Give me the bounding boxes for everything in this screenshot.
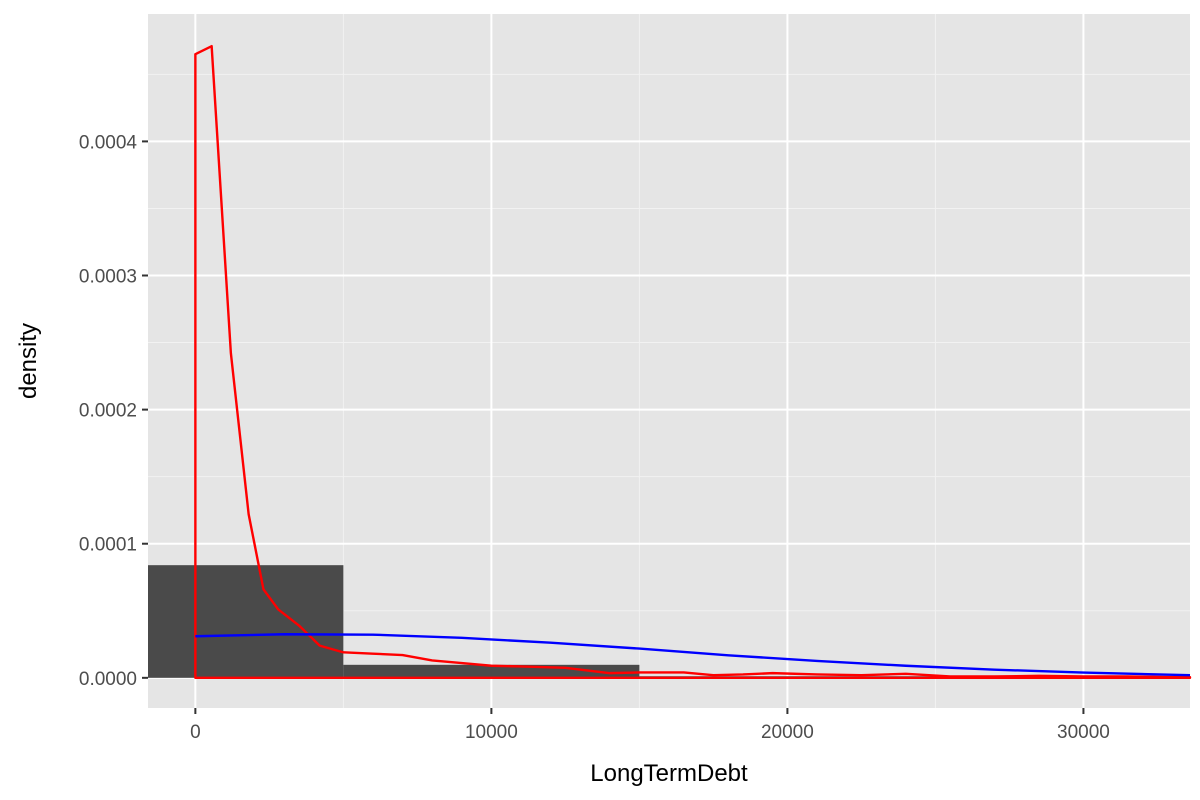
x-tick-label: 20000	[761, 722, 814, 743]
histogram-bars	[148, 565, 1190, 678]
y-tick-label: 0.0000	[79, 669, 137, 690]
histogram-bar-0	[148, 565, 344, 678]
y-tick-label: 0.0001	[79, 535, 137, 556]
y-axis-title: density	[15, 323, 42, 399]
y-tick-label: 0.0002	[79, 401, 137, 422]
density-line-0	[194, 44, 1192, 680]
x-tick-label: 0	[190, 722, 201, 743]
y-tick-label: 0.0004	[79, 132, 138, 153]
x-axis-title: LongTermDebt	[590, 760, 748, 787]
x-tick-label: 10000	[465, 722, 518, 743]
x-tick-label: 30000	[1057, 722, 1110, 743]
density-line-1	[195, 633, 1191, 677]
density-lines	[194, 44, 1192, 680]
y-tick-label: 0.0003	[79, 267, 137, 288]
y-axis: 0.0000 0.0001 0.0002 0.0003 0.0004	[79, 132, 148, 690]
x-axis: 0 10000 20000 30000	[190, 708, 1110, 743]
